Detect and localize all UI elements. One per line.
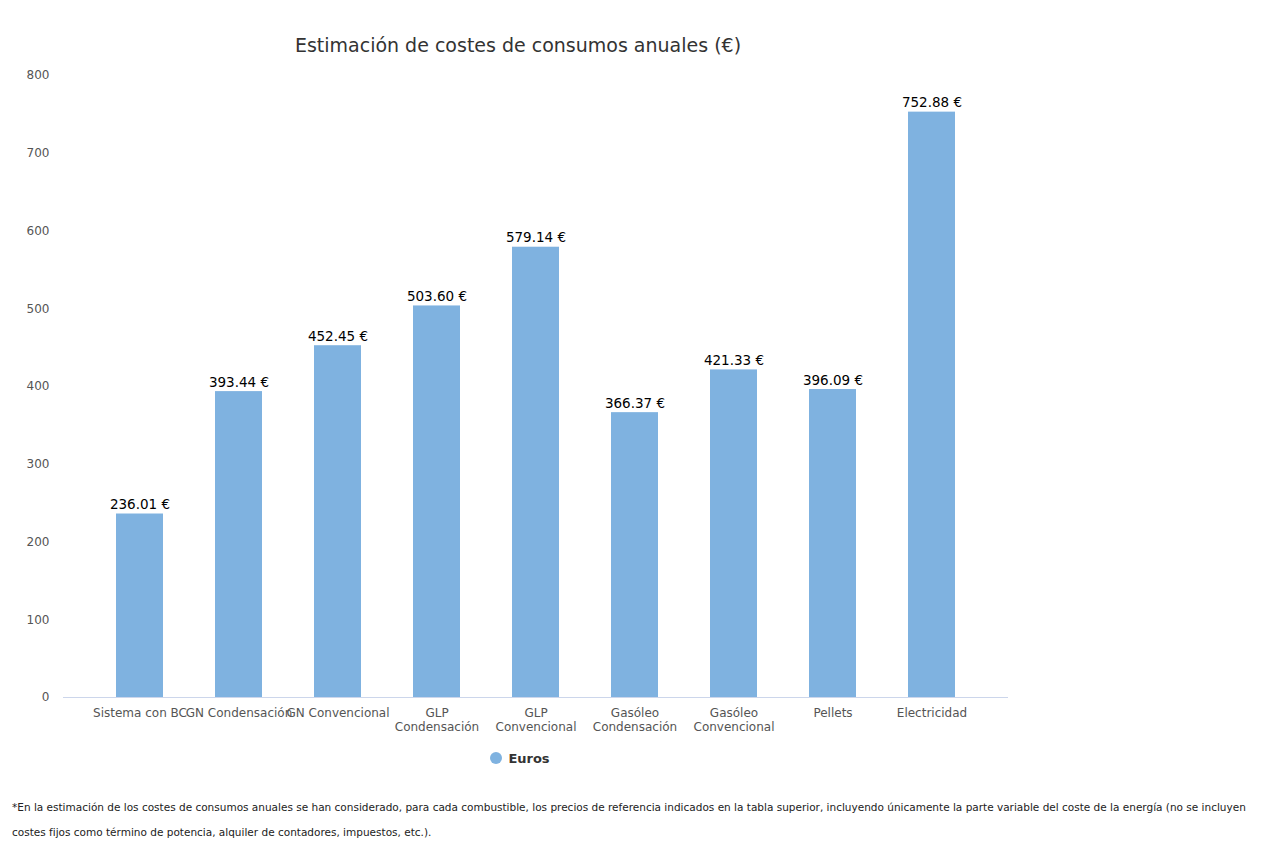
svg-text:752.88 €: 752.88 €	[902, 94, 962, 110]
svg-text:300: 300	[27, 457, 50, 471]
svg-text:579.14 €: 579.14 €	[506, 229, 566, 245]
svg-text:400: 400	[27, 379, 50, 393]
svg-text:393.44 €: 393.44 €	[209, 374, 269, 390]
svg-text:GLPCondensación: GLPCondensación	[395, 706, 479, 734]
svg-text:700: 700	[27, 146, 50, 160]
svg-text:0: 0	[42, 690, 50, 704]
svg-text:800: 800	[27, 68, 50, 82]
html-text:Euros: Euros	[508, 751, 550, 766]
html-text:Estimación de costes de consum: Estimación de costes de consumos anuales…	[294, 34, 742, 56]
svg-text:Sistema con BC: Sistema con BC	[93, 706, 187, 720]
svg-text:200: 200	[27, 535, 50, 549]
svg-text:500: 500	[27, 302, 50, 316]
svg-text:GasóleoConvencional: GasóleoConvencional	[694, 706, 775, 734]
svg-text:Pellets: Pellets	[813, 706, 852, 720]
svg-text:396.09 €: 396.09 €	[803, 372, 863, 388]
svg-text:100: 100	[27, 613, 50, 627]
svg-text:366.37 €: 366.37 €	[605, 395, 665, 411]
svg-text:Electricidad: Electricidad	[897, 706, 967, 720]
svg-text:GN Condensación: GN Condensación	[186, 706, 293, 720]
html-text:*En la estimación de los coste: *En la estimación de los costes de consu…	[12, 801, 1246, 838]
svg-text:GasóleoCondensación: GasóleoCondensación	[593, 706, 677, 734]
svg-text:600: 600	[27, 224, 50, 238]
svg-text:GLPConvencional: GLPConvencional	[496, 706, 577, 734]
svg-text:236.01 €: 236.01 €	[110, 496, 170, 512]
svg-text:452.45 €: 452.45 €	[308, 328, 368, 344]
svg-text:503.60 €: 503.60 €	[407, 288, 467, 304]
svg-text:GN Convencional: GN Convencional	[286, 706, 389, 720]
svg-text:421.33 €: 421.33 €	[704, 352, 764, 368]
